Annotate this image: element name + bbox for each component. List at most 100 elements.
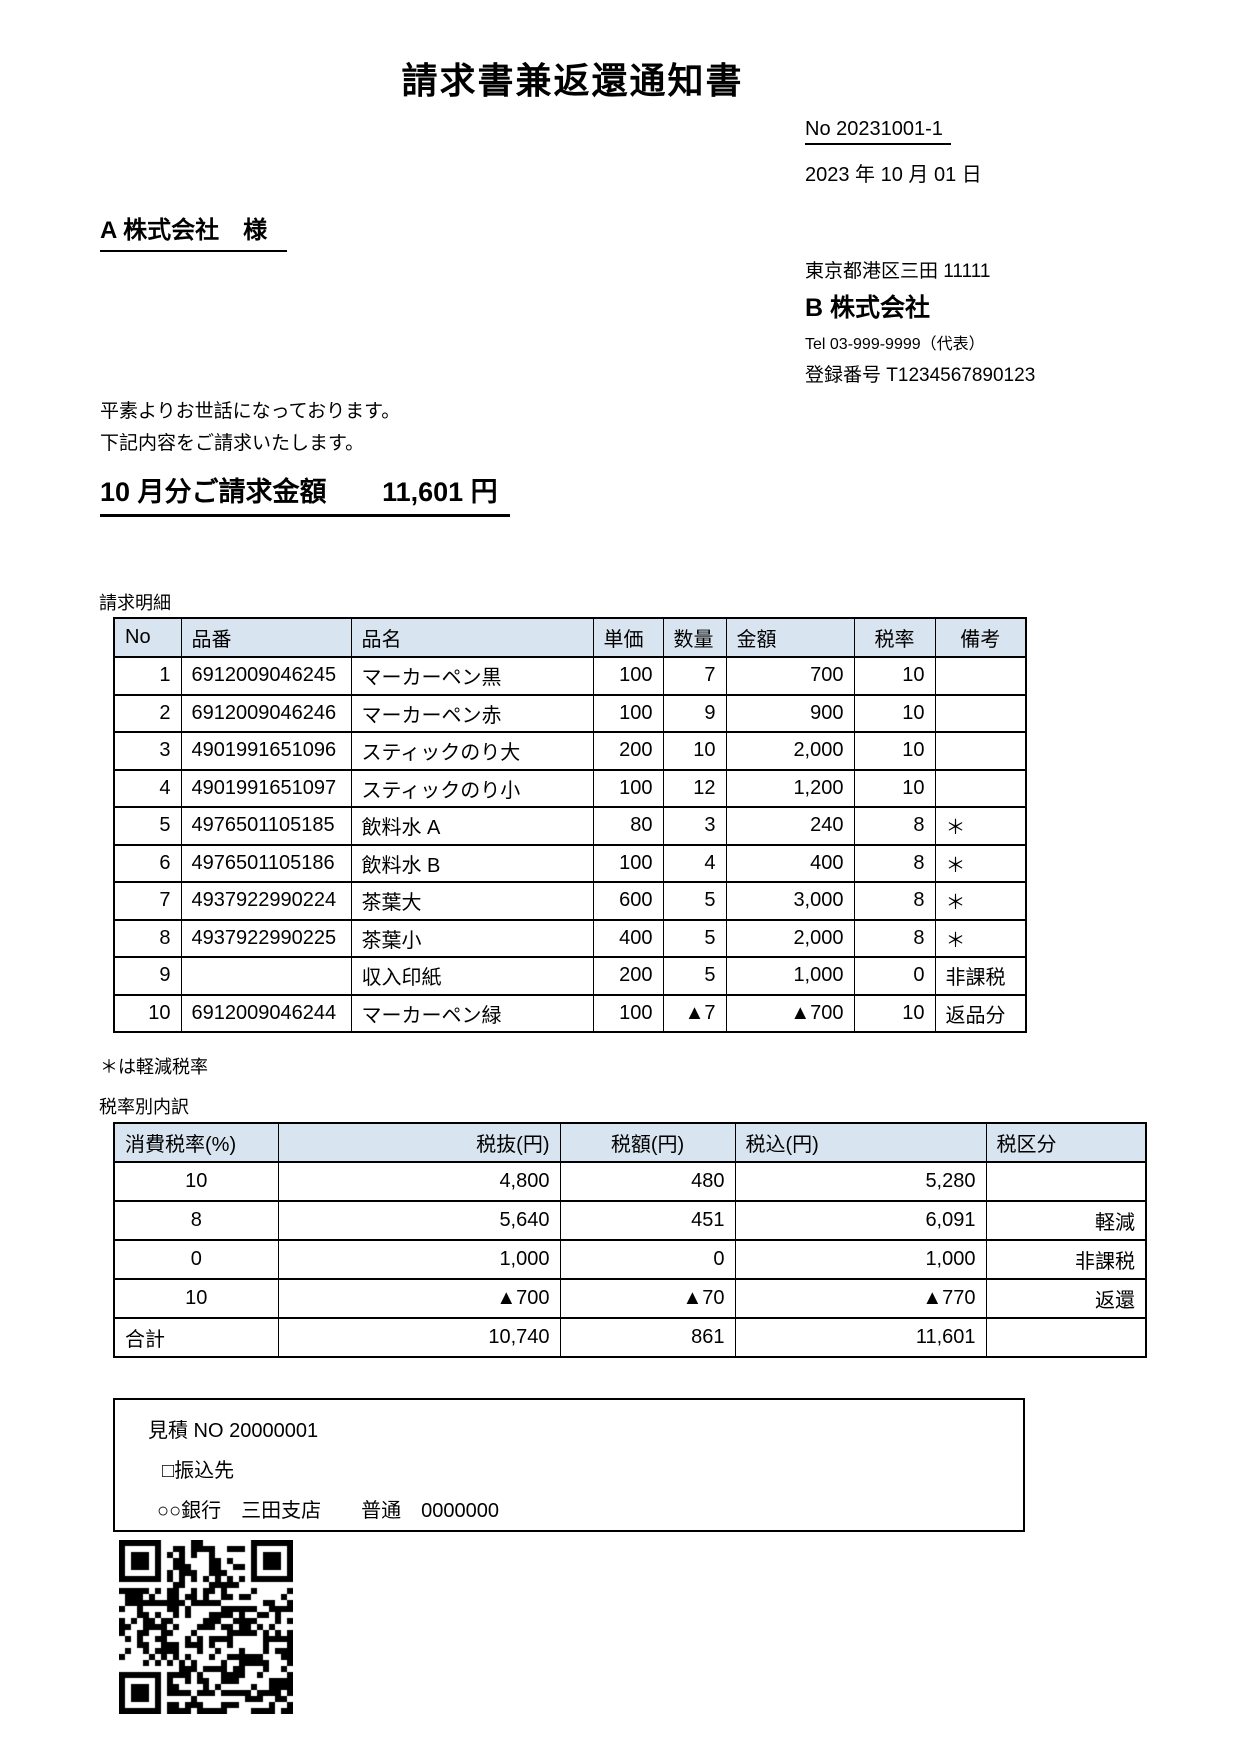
table-row: 10 6912009046244 マーカーペン緑 100 ▲7 ▲700 10 返品分 [113,993,1027,1033]
table-cell: 9 [662,693,727,733]
column-header: 税率 [853,617,936,658]
table-cell: スティックのり大 [350,731,594,771]
table-cell: 2,000 [725,918,855,958]
table-cell: 6,091 [734,1200,987,1241]
tax-breakdown-table: 消費税率(%) 税抜(円) 税額(円) 税込(円) 税区分 10 4,800 480 5,280… [113,1122,1147,1358]
greeting-line-2: 下記内容をご請求いたします。 [100,433,365,454]
table-cell [934,731,1027,771]
table-cell: 2,000 [725,731,855,771]
table-cell: 返品分 [934,993,1027,1033]
table-row: 10 ▲700 ▲70 ▲770 返還 [113,1278,1147,1319]
table-cell: 12 [662,768,727,808]
table-cell: 4937922990225 [180,918,352,958]
column-header: 税額(円) [559,1122,736,1163]
table-cell: 3,000 [725,881,855,921]
table-cell: 6912009046246 [180,693,352,733]
table-cell: 8 [853,881,936,921]
column-header: 消費税率(%) [113,1122,279,1163]
table-cell: 4 [662,843,727,883]
table-cell: 100 [592,656,664,696]
table-row: 10 4,800 480 5,280 [113,1161,1147,1202]
table-cell: 3 [662,806,727,846]
table-cell: 6912009046245 [180,656,352,696]
document-date: 2023 年 10 月 01 日 [805,164,982,186]
table-cell: 非課税 [934,956,1027,996]
table-cell: 240 [725,806,855,846]
bank-account-line: ○○銀行 三田支店 普通 0000000 [157,1500,500,1522]
column-header: 税区分 [985,1122,1147,1163]
table-cell [985,1317,1147,1358]
issuer-name: B 株式会社 [805,294,931,322]
document-title: 請求書兼返還通知書 [401,60,744,101]
table-cell: 4976501105186 [180,843,352,883]
issuer-registration-number: 登録番号 T1234567890123 [805,365,1036,386]
table-cell: 軽減 [985,1200,1147,1241]
table-cell: 8 [853,806,936,846]
table-row: 8 4937922990225 茶葉小 400 5 2,000 8 ＊ [113,918,1027,958]
issuer-address: 東京都港区三田 11111 [805,261,991,282]
table-cell: 合計 [113,1317,279,1358]
table-cell: 2 [113,693,182,733]
qr-code [119,1540,293,1714]
table-cell: 茶葉小 [350,918,594,958]
table-cell: 5,280 [734,1161,987,1202]
table-cell: 4976501105185 [180,806,352,846]
table-cell: 1,000 [725,956,855,996]
table-cell: 10 [853,768,936,808]
table-cell: 400 [725,843,855,883]
column-header: 税抜(円) [277,1122,561,1163]
table-cell: 10 [113,1278,279,1319]
table-cell: ▲770 [734,1278,987,1319]
table-cell: マーカーペン黒 [350,656,594,696]
table-cell: マーカーペン緑 [350,993,594,1033]
table-cell: 1,000 [734,1239,987,1280]
table-row: 5 4976501105185 飲料水 A 80 3 240 8 ＊ [113,806,1027,846]
reduced-tax-note: ＊は軽減税率 [100,1057,208,1077]
table-cell: ＊ [934,806,1027,846]
table-cell [934,768,1027,808]
table-cell: 7 [662,656,727,696]
table-cell: 6912009046244 [180,993,352,1033]
table-row: 8 5,640 451 6,091 軽減 [113,1200,1147,1241]
table-cell: 10 [853,656,936,696]
table-cell: 451 [559,1200,736,1241]
table-cell: 10 [853,993,936,1033]
table-cell: 0 [559,1239,736,1280]
table-cell: 飲料水 A [350,806,594,846]
table-cell: 6 [113,843,182,883]
header-row: No 品番 品名 単価 数量 金額 税率 備考 [113,617,1027,658]
column-header: 金額 [725,617,855,658]
table-cell: 5 [662,956,727,996]
greeting-line-1: 平素よりお世話になっております。 [100,401,401,422]
table-cell: 100 [592,768,664,808]
table-cell: 700 [725,656,855,696]
column-header: 単価 [592,617,664,658]
table-cell: ▲70 [559,1278,736,1319]
table-cell: 返還 [985,1278,1147,1319]
table-cell: 1 [113,656,182,696]
table-cell: 4 [113,768,182,808]
document-number: No 20231001-1 [805,118,951,145]
table-row: 合計 10,740 861 11,601 [113,1317,1147,1358]
detail-table-caption: 請求明細 [99,593,171,613]
column-header: 品名 [350,617,594,658]
table-cell: 茶葉大 [350,881,594,921]
table-cell: 4,800 [277,1161,561,1202]
table-cell: マーカーペン赤 [350,693,594,733]
table-cell: 200 [592,956,664,996]
payment-info-box: 見積 NO 20000001 □振込先 ○○銀行 三田支店 普通 0000000 [113,1398,1025,1532]
column-header: 品番 [180,617,352,658]
table-cell: 7 [113,881,182,921]
table-cell: 100 [592,693,664,733]
table-cell: スティックのり小 [350,768,594,808]
billing-detail-table: No 品番 品名 単価 数量 金額 税率 備考 1 6912009046245 マーカーペン黒 100… [113,617,1027,1033]
table-cell: 200 [592,731,664,771]
issuer-tel: Tel 03-999-9999（代表） [805,336,985,353]
table-cell: ＊ [934,881,1027,921]
table-cell: 10,740 [277,1317,561,1358]
table-cell: 1,200 [725,768,855,808]
table-cell: ▲7 [662,993,727,1033]
table-cell: ＊ [934,843,1027,883]
table-row: 6 4976501105186 飲料水 B 100 4 400 8 ＊ [113,843,1027,883]
